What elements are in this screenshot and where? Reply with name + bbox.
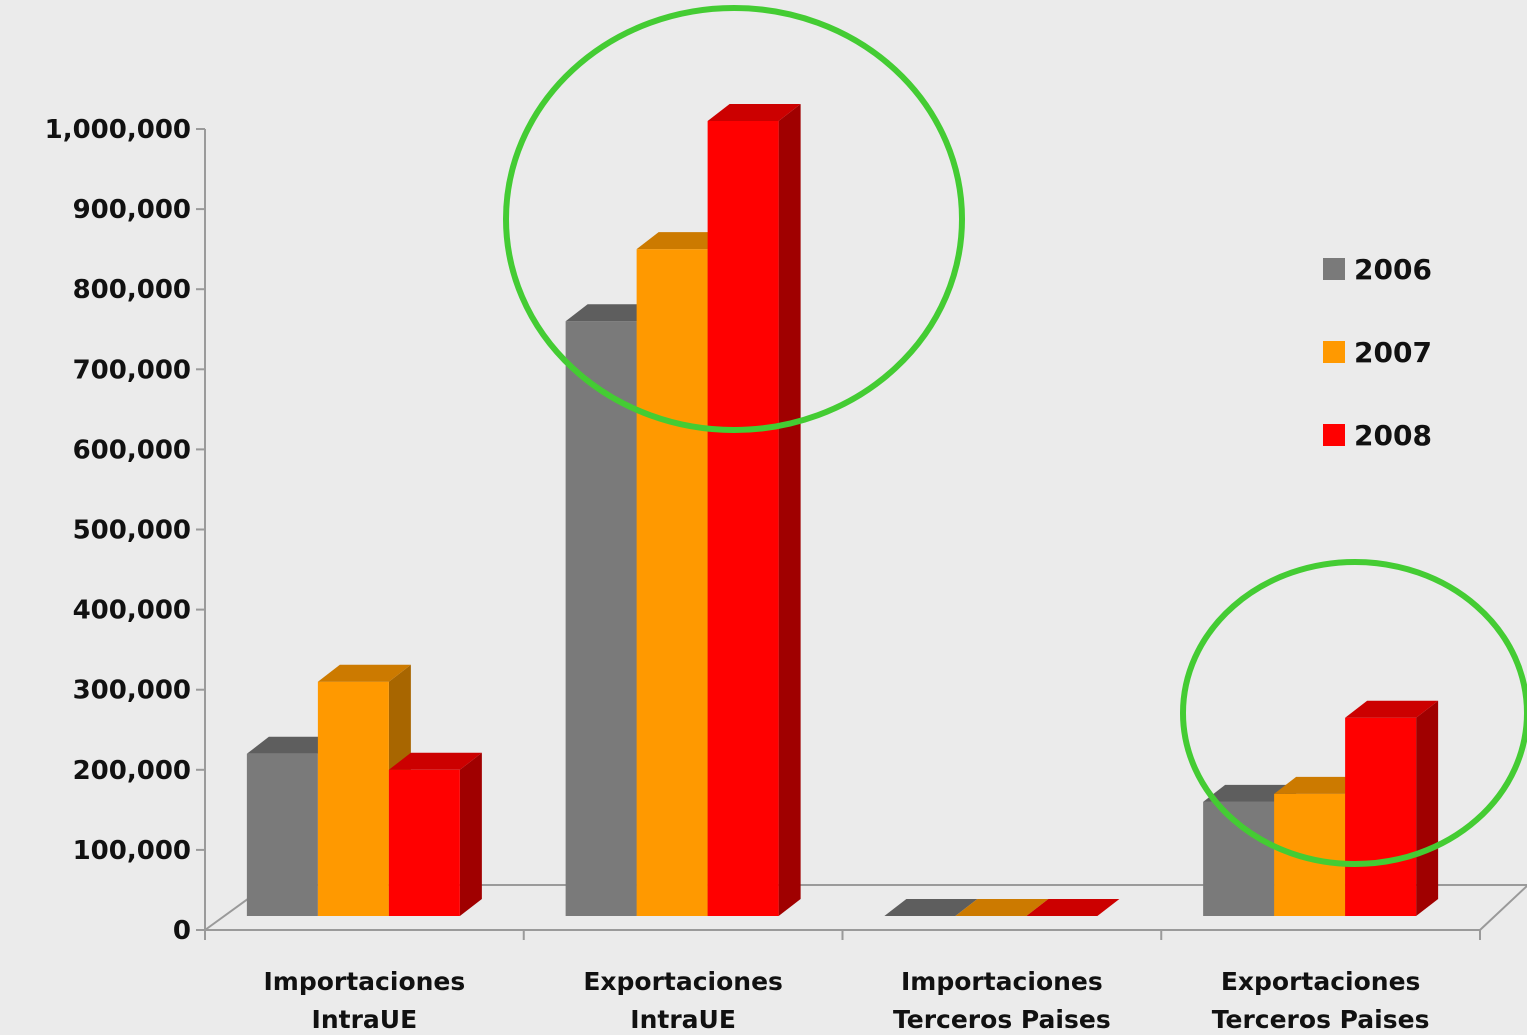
floor-outline (204, 884, 1527, 931)
bar-2008 (1345, 700, 1439, 916)
y-tick-label: 200,000 (73, 756, 191, 786)
y-tick-label: 400,000 (73, 596, 191, 626)
y-tick-label: 800,000 (73, 275, 191, 305)
y-tick-label: 1,000,000 (45, 115, 191, 145)
legend-item: 2008 (1323, 419, 1432, 452)
y-tick-label: 100,000 (73, 836, 191, 866)
x-category-label: Importaciones IntraUE (263, 967, 465, 1034)
legend-item: 2006 (1323, 253, 1432, 286)
bar-2008 (1026, 899, 1120, 916)
legend-swatch (1323, 424, 1345, 446)
y-tick-label: 600,000 (73, 435, 191, 465)
legend-label: 2006 (1354, 253, 1432, 286)
legend-item: 2007 (1323, 336, 1432, 369)
bar-2008 (388, 752, 482, 916)
legend-label: 2007 (1354, 336, 1432, 369)
y-tick-label: 300,000 (73, 676, 191, 706)
bar-2006 (884, 899, 978, 916)
highlight-circle (503, 5, 965, 433)
x-category-label: Exportaciones Terceros Paises (1212, 967, 1430, 1034)
y-tick-label: 0 (173, 916, 191, 946)
chart-bars (246, 103, 1439, 917)
y-tick-label: 500,000 (73, 516, 191, 546)
chart-legend: 2006 2007 2008 (1323, 253, 1432, 452)
x-category-label: Importaciones Terceros Paises (893, 967, 1111, 1034)
x-category-label: Exportaciones IntraUE (583, 967, 783, 1034)
y-tick-label: 700,000 (73, 355, 191, 385)
legend-swatch (1323, 341, 1345, 363)
chart-floor (204, 884, 1527, 931)
chart-axes: 0 100,000 200,000 300,000 400,000 500,000 600,… (45, 115, 1481, 1034)
legend-swatch (1323, 258, 1345, 280)
legend-label: 2008 (1354, 419, 1432, 452)
highlight-circles (503, 5, 1527, 867)
y-tick-label: 900,000 (73, 195, 191, 225)
bar-2007 (955, 899, 1049, 916)
highlight-circle (1180, 559, 1527, 867)
bar-2008 (707, 103, 801, 917)
